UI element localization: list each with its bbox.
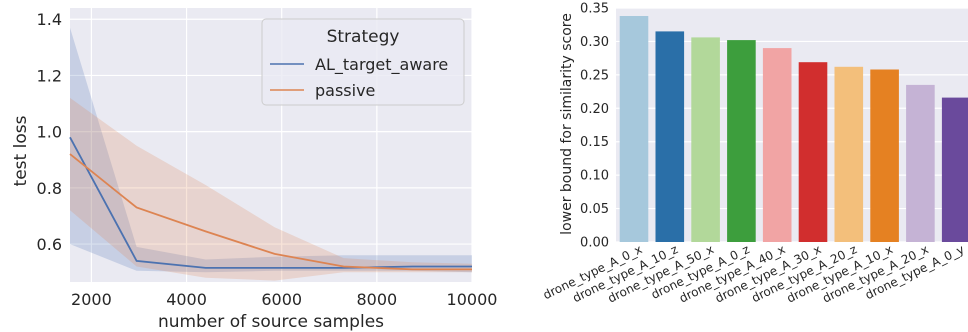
line-chart-x-tick-label: 6000 — [261, 290, 302, 309]
line-chart: 2000 4000 6000 8000 10000 0.6 0.8 1.0 1.2 1.4 num… — [11, 8, 497, 332]
line-chart-y-tick-label: 0.6 — [37, 235, 62, 254]
bar-drone-type-a-50-x — [691, 37, 720, 242]
bar-chart-x-tick-labels: drone_type_A_0_xdrone_type_A_10_zdrone_t… — [541, 242, 967, 305]
bar-chart-y-tick-label: 0.10 — [580, 169, 609, 184]
bar-chart-y-tick-label: 0.35 — [580, 2, 609, 17]
bar-drone-type-a-10-z — [656, 31, 685, 242]
bar-drone-type-a-30-x — [799, 62, 828, 242]
line-chart-x-tick-label: 10000 — [447, 290, 498, 309]
legend-title: Strategy — [327, 27, 400, 47]
bar-chart-y-tick-label: 0.25 — [580, 68, 609, 83]
line-chart-y-tick-label: 0.8 — [37, 179, 62, 198]
line-chart-legend: Strategy AL_target_aware passive — [262, 19, 464, 105]
bar-chart-y-tick-label: 0.15 — [580, 135, 609, 150]
bar-drone-type-a-40-x — [763, 48, 792, 242]
bar-chart: 0.00 0.05 0.10 0.15 0.20 0.25 0.30 0.35 drone_t… — [541, 2, 968, 306]
bar-chart-y-tick-label: 0.00 — [580, 236, 609, 251]
bar-drone-type-a-10-x — [870, 70, 899, 243]
bar-chart-y-tick-label: 0.30 — [580, 35, 609, 50]
line-chart-y-tick-label: 1.0 — [37, 123, 62, 142]
bar-drone-type-a-20-x — [906, 85, 935, 242]
line-chart-y-tick-label: 1.2 — [37, 66, 62, 85]
legend-label-al-target-aware: AL_target_aware — [315, 55, 448, 75]
legend-label-passive: passive — [315, 81, 375, 100]
bar-chart-y-tick-labels: 0.00 0.05 0.10 0.15 0.20 0.25 0.30 0.35 — [580, 2, 609, 251]
line-chart-x-tick-label: 8000 — [356, 290, 397, 309]
bar-chart-y-tick-label: 0.20 — [580, 102, 609, 117]
line-chart-y-axis-label: test loss — [11, 115, 31, 186]
line-chart-y-tick-label: 1.4 — [37, 10, 62, 29]
bar-drone-type-a-0-y — [942, 98, 968, 242]
line-chart-x-axis-label: number of source samples — [158, 312, 384, 332]
line-chart-x-tick-label: 2000 — [71, 290, 112, 309]
bar-chart-y-axis-label: lower bound for similarity score — [559, 13, 575, 235]
bar-chart-y-tick-label: 0.05 — [580, 202, 609, 217]
bar-drone-type-a-0-x — [620, 16, 649, 242]
line-chart-x-tick-label: 4000 — [166, 290, 207, 309]
bar-drone-type-a-0-z — [727, 40, 756, 242]
bar-drone-type-a-20-z — [835, 67, 864, 242]
